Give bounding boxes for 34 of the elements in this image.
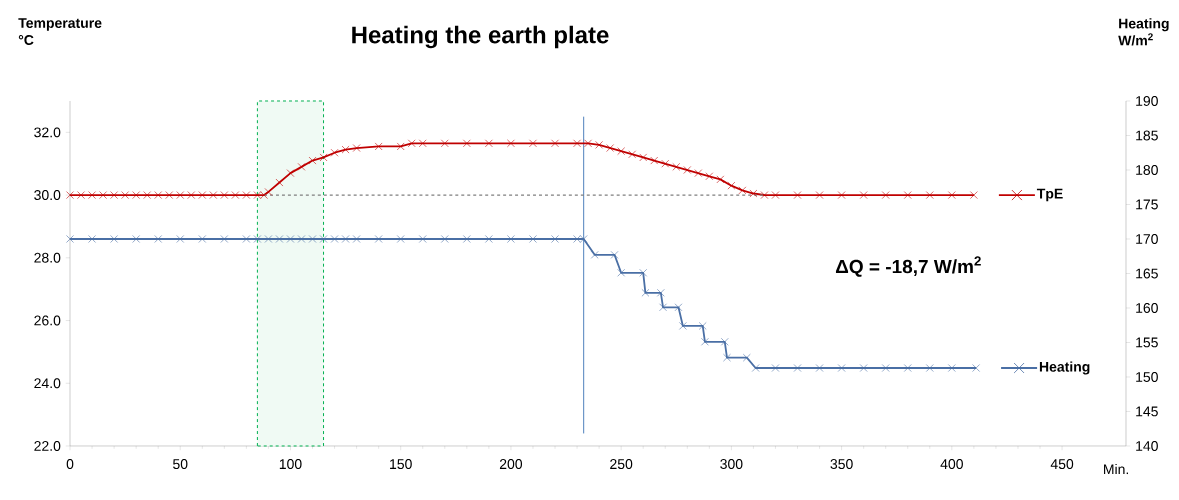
y-tick-label: 30.0 [34, 190, 61, 201]
y2-tick-label: 140 [1136, 441, 1158, 451]
y2-tick-label: 165 [1136, 268, 1158, 279]
x-axis-title: Min. [1104, 463, 1129, 475]
x-tick-label: 250 [610, 459, 633, 470]
x-tick-label: 100 [279, 459, 302, 470]
y2-tick-label: 160 [1136, 303, 1158, 313]
x-tick-label: 150 [390, 459, 412, 470]
y2-axis-title: Heating W/m$^{2}$ [1118, 18, 1169, 46]
y-tick-label: 24.0 [34, 378, 61, 389]
annotation: ΔQ = -18,7 W/m$^{2}$ [835, 256, 981, 277]
y2-tick-label: 175 [1136, 199, 1158, 210]
legend-label: Heating [1039, 361, 1090, 375]
x-tick-label: 200 [499, 459, 523, 470]
chart-title: Heating the earth plate [352, 25, 609, 49]
y2-tick-label: 145 [1136, 406, 1158, 417]
x-tick-label: 50 [173, 459, 188, 470]
y-tick-label: 26.0 [34, 315, 61, 326]
y2-tick-label: 185 [1136, 130, 1158, 141]
x-tick-label: 0 [66, 459, 74, 470]
y2-tick-label: 150 [1136, 372, 1158, 382]
y-tick-label: 22.0 [34, 441, 61, 451]
y2-tick-label: 170 [1136, 234, 1158, 244]
y-tick-label: 28.0 [34, 252, 61, 263]
x-tick-label: 350 [830, 459, 853, 470]
y-tick-label: 32.0 [34, 127, 61, 138]
x-tick-label: 400 [940, 459, 963, 470]
y2-tick-label: 180 [1136, 165, 1158, 175]
y2-tick-label: 155 [1136, 337, 1158, 348]
legend-label: TpE [1036, 188, 1063, 202]
y-axis-title: Temperature °C [18, 18, 102, 45]
x-tick-label: 450 [1050, 459, 1074, 470]
x-tick-label: 300 [720, 459, 743, 470]
y2-tick-label: 190 [1136, 96, 1158, 106]
